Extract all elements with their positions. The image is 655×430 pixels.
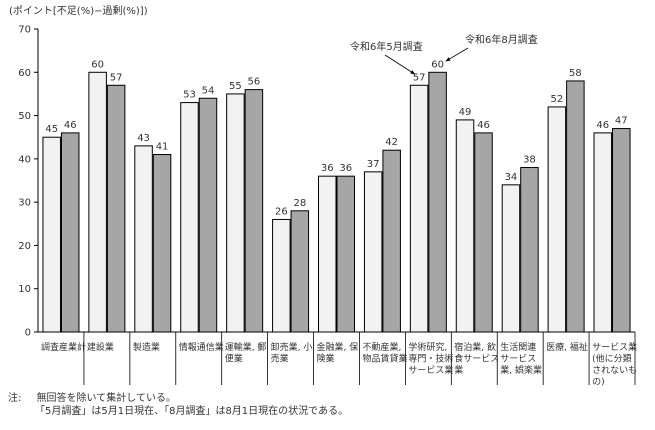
bar xyxy=(336,175,355,333)
bars-group xyxy=(42,71,631,333)
bar xyxy=(272,218,291,333)
x-tick-label: 運輸業, 郵便業 xyxy=(225,341,267,365)
data-label: 49 xyxy=(459,107,472,118)
data-label: 57 xyxy=(110,72,123,83)
bar-chart: (ポイント[不足(%)−過剰(%)]) 0 10 20 30 40 50 60 70 45 60… xyxy=(9,5,637,388)
bar xyxy=(42,136,61,333)
data-label: 46 xyxy=(64,120,77,131)
x-tick-label: 医療, 福祉 xyxy=(546,341,588,353)
bar xyxy=(566,80,585,333)
data-label: 58 xyxy=(569,68,582,79)
annotation-arrowhead xyxy=(410,70,416,75)
data-label: 45 xyxy=(45,124,58,135)
data-label: 46 xyxy=(477,120,490,131)
x-tick-label: 学術研究,専門・技術サービス業 xyxy=(408,341,453,376)
x-tick-label: 不動産業,物品賃貸業 xyxy=(362,341,407,365)
bar xyxy=(520,167,539,333)
annotation-arrow-line xyxy=(384,54,416,75)
data-label: 52 xyxy=(550,94,563,105)
x-tick-label: 調査産業計 xyxy=(41,341,86,353)
y-axis-label: (ポイント[不足(%)−過剰(%)]) xyxy=(9,5,148,17)
data-label: 43 xyxy=(137,133,150,144)
data-label: 41 xyxy=(156,142,169,153)
data-label: 60 xyxy=(431,59,444,70)
data-label: 57 xyxy=(413,72,426,83)
notes-label: 注: xyxy=(8,393,22,404)
y-tick-label: 40 xyxy=(18,154,31,165)
x-tick-label: 卸売業, 小売業 xyxy=(271,341,313,365)
data-label: 54 xyxy=(202,85,215,96)
annotation-label: 令和6年5月調査 xyxy=(350,40,423,53)
notes-line-2: 「5月調査」は5月1日現在、「8月調査」は8月1日現在の状況である。 xyxy=(35,406,349,417)
bar xyxy=(290,210,310,333)
data-label: 53 xyxy=(183,90,196,101)
bar xyxy=(88,71,107,333)
y-tick-label: 10 xyxy=(18,284,31,295)
notes: 注: 無回答を除いて集計している。 「5月調査」は5月1日現在、「8月調査」は8… xyxy=(8,392,348,418)
bar xyxy=(428,71,447,333)
data-label: 42 xyxy=(385,137,398,148)
annotation-label: 令和6年8月調査 xyxy=(465,33,538,46)
data-label: 38 xyxy=(523,155,536,166)
data-label: 37 xyxy=(367,159,380,170)
bar xyxy=(226,93,245,333)
data-label: 26 xyxy=(275,206,288,217)
bar xyxy=(106,84,126,333)
bar xyxy=(134,145,153,333)
bar xyxy=(474,132,493,333)
y-axis: 0 10 20 30 40 50 60 70 xyxy=(18,25,39,339)
data-label: 46 xyxy=(596,120,609,131)
x-tick-label: 生活関連サービス業, 娯楽業 xyxy=(500,341,542,376)
bar xyxy=(363,171,383,333)
bar xyxy=(382,149,401,333)
y-tick-label: 50 xyxy=(18,111,31,122)
bar xyxy=(593,132,613,333)
x-tick-label: 宿泊業, 飲食サービス業 xyxy=(454,341,499,376)
bar xyxy=(198,97,218,333)
notes-line-1: 無回答を除いて集計している。 xyxy=(36,393,176,404)
bar xyxy=(501,184,521,333)
x-tick-label: 金融業, 保険業 xyxy=(317,341,359,365)
bar xyxy=(409,84,429,333)
bar xyxy=(318,175,337,333)
y-tick-label: 60 xyxy=(18,68,31,79)
y-tick-label: 0 xyxy=(25,328,31,339)
data-label: 56 xyxy=(248,77,261,88)
annotation-arrowhead xyxy=(445,57,451,62)
data-label: 28 xyxy=(293,198,306,209)
y-tick-label: 20 xyxy=(18,241,31,252)
bar xyxy=(180,102,199,333)
x-tick-label: 建設業 xyxy=(87,341,114,353)
data-label: 47 xyxy=(615,116,628,127)
data-labels-group: 45 60 43 53 55 26 36 37 57 49 34 52 46 46 57 41 54 56 28 36… xyxy=(45,59,627,217)
bar xyxy=(244,89,264,333)
data-label: 34 xyxy=(505,172,518,183)
data-label: 55 xyxy=(229,81,242,92)
data-label: 36 xyxy=(339,163,352,174)
bar xyxy=(612,128,631,333)
y-tick-label: 30 xyxy=(18,198,31,209)
bar xyxy=(152,154,172,333)
annotations-group: 令和6年5月調査 令和6年8月調査 xyxy=(350,33,538,75)
bar xyxy=(455,119,475,333)
x-tick-label: 製造業 xyxy=(133,341,160,353)
bar xyxy=(60,132,80,333)
x-tick-label: サービス業(他に分類されないもの) xyxy=(592,341,637,388)
y-tick-label: 70 xyxy=(18,25,31,36)
x-tick-label: 情報通信業 xyxy=(179,341,224,353)
bar xyxy=(547,106,567,333)
data-label: 60 xyxy=(91,59,104,70)
data-label: 36 xyxy=(321,163,334,174)
